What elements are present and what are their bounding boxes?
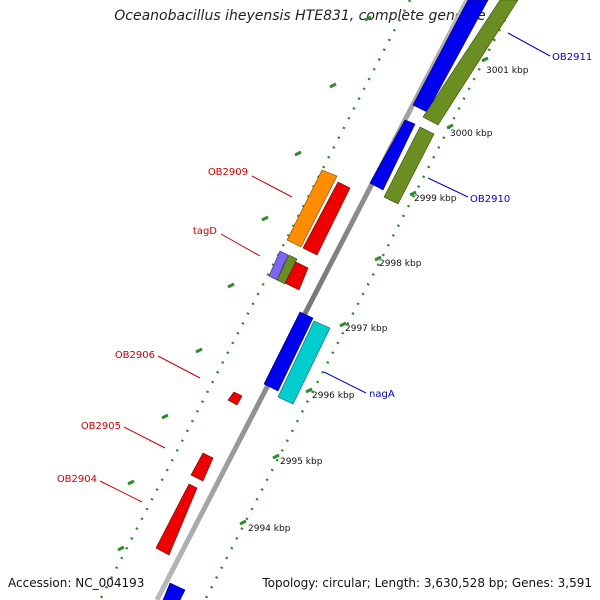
tick-label: 2997 kbp xyxy=(345,324,388,334)
gene-olive-mid[interactable] xyxy=(383,126,435,205)
gene-olive-top[interactable] xyxy=(422,0,519,126)
gene-nagA[interactable] xyxy=(277,320,331,405)
tick-mark xyxy=(374,255,382,262)
inner-dotted-track xyxy=(98,0,412,600)
tick-label: 2994 kbp xyxy=(248,524,291,534)
gene-ob2906[interactable] xyxy=(227,391,243,406)
gene-olive-small[interactable] xyxy=(276,254,298,285)
leader-nagA xyxy=(323,371,367,394)
tick-label: 2998 kbp xyxy=(379,259,422,269)
tick-mark xyxy=(329,82,337,89)
gene-ob2909[interactable] xyxy=(286,169,338,248)
tick-mark xyxy=(261,215,269,222)
gene-blue-mid[interactable] xyxy=(263,311,314,392)
tick-mark xyxy=(227,282,235,289)
gene-ob2905[interactable] xyxy=(190,452,214,482)
label-leaders xyxy=(99,32,551,503)
gene-ob2904[interactable] xyxy=(155,483,198,556)
tick-mark xyxy=(481,56,489,63)
genome-backbone xyxy=(154,0,470,600)
tick-mark xyxy=(446,123,454,130)
gene-ob2910[interactable] xyxy=(369,119,416,191)
leader-ob2906 xyxy=(157,355,201,379)
tick-mark xyxy=(294,150,302,157)
tick-label: 3001 kbp xyxy=(486,66,529,76)
gene-red-upper[interactable] xyxy=(302,181,351,256)
tick-label: 3000 kbp xyxy=(450,129,493,139)
tick-label: 2999 kbp xyxy=(414,194,457,204)
tick-mark xyxy=(161,413,169,420)
accession-text: Accession: NC_004193 xyxy=(8,576,145,590)
leader-ob2904 xyxy=(99,480,143,503)
tick-mark xyxy=(409,190,417,197)
tick-mark xyxy=(239,519,247,526)
tick-mark xyxy=(305,387,313,394)
leader-ob2911 xyxy=(507,32,551,57)
gene-label-ob2909[interactable]: OB2909 xyxy=(208,167,248,178)
tick-mark xyxy=(195,347,203,354)
tick-mark xyxy=(127,479,135,486)
tick-mark xyxy=(339,321,347,328)
gene-red-small[interactable] xyxy=(284,261,309,291)
gene-label-tagD[interactable]: tagD xyxy=(193,226,217,237)
gene-label-ob2904[interactable]: OB2904 xyxy=(57,474,97,485)
tick-mark xyxy=(117,545,125,552)
leader-ob2905 xyxy=(123,426,166,449)
tick-label: 2996 kbp xyxy=(312,391,355,401)
tick-mark xyxy=(364,15,372,22)
gene-label-ob2911[interactable]: OB2911 xyxy=(552,52,592,63)
outer-dotted-track xyxy=(203,0,517,600)
gene-blue-bottom[interactable] xyxy=(162,582,186,600)
page-title: Oceanobacillus iheyensis HTE831, complet… xyxy=(114,8,486,24)
gene-label-ob2910[interactable]: OB2910 xyxy=(470,194,510,205)
leader-tagD xyxy=(220,233,261,257)
gene-label-nagA[interactable]: nagA xyxy=(369,389,395,400)
topology-text: Topology: circular; Length: 3,630,528 bp… xyxy=(262,576,592,590)
leader-ob2909 xyxy=(251,175,293,198)
tick-mark xyxy=(272,453,280,460)
tick-marks xyxy=(117,15,489,552)
leader-ob2910 xyxy=(427,177,469,198)
tick-label: 2995 kbp xyxy=(280,457,323,467)
gene-label-ob2906[interactable]: OB2906 xyxy=(115,350,155,361)
gene-label-ob2905[interactable]: OB2905 xyxy=(81,421,121,432)
